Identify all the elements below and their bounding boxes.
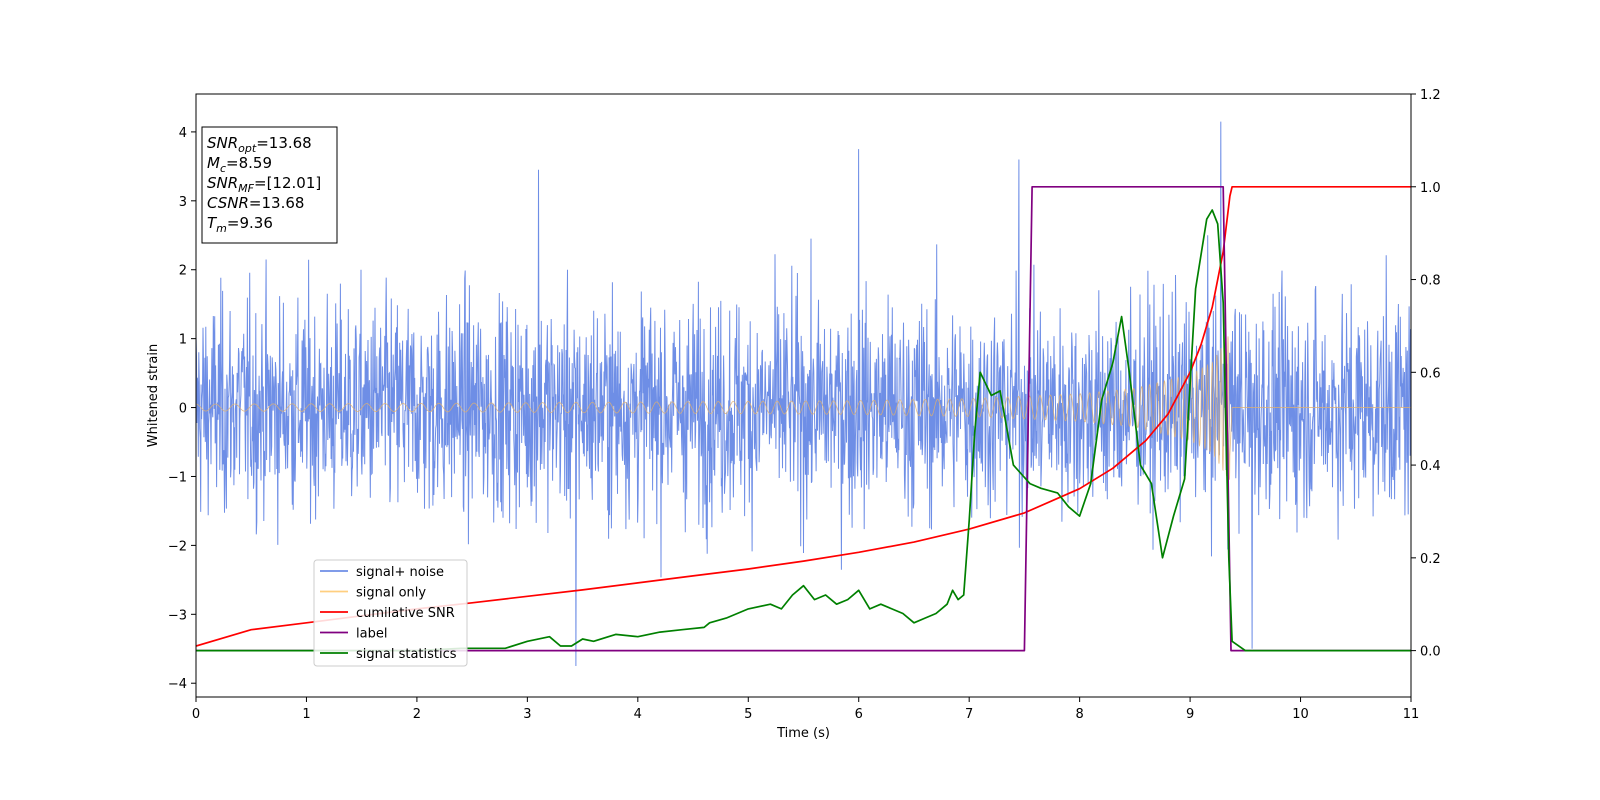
y2-tick-label: 0.0 <box>1420 645 1441 660</box>
info-line: CSNR=13.68 <box>207 194 304 212</box>
y-tick-label: −1 <box>168 470 187 485</box>
x-tick-label: 6 <box>855 707 863 722</box>
legend: signal+ noise signal only cumilative SNR la… <box>313 559 468 667</box>
info-line: SNRMF=[12.01] <box>207 174 321 195</box>
y2-tick-label: 0.8 <box>1420 274 1441 289</box>
x-tick-label: 1 <box>302 707 310 722</box>
x-tick-label: 8 <box>1075 707 1083 722</box>
plot-frame <box>195 93 1412 698</box>
x-tick-label: 3 <box>523 707 531 722</box>
y-tick-label: 3 <box>179 195 187 210</box>
legend-label: cumilative SNR <box>356 606 455 621</box>
y-tick-label: 1 <box>179 333 187 348</box>
y-tick-label: −2 <box>168 539 187 554</box>
legend-label: signal only <box>356 586 426 601</box>
x-axis-label: Time (s) <box>776 726 830 741</box>
x-tick-label: 4 <box>634 707 642 722</box>
y-axis-label: Whitened strain <box>146 344 161 447</box>
legend-label: label <box>356 627 387 642</box>
x-tick-label: 0 <box>192 707 200 722</box>
info-line: Mc=8.59 <box>207 154 272 175</box>
y-tick-label: 2 <box>179 264 187 279</box>
legend-label: signal statistics <box>356 647 457 662</box>
legend-frame <box>313 559 468 667</box>
y-tick-label: 0 <box>179 402 187 417</box>
x-tick-label: 10 <box>1292 707 1309 722</box>
y-tick-label: −3 <box>168 608 187 623</box>
y2-tick-label: 1.0 <box>1420 181 1441 196</box>
y-tick-label: 4 <box>179 126 187 141</box>
y2-tick-label: 0.2 <box>1420 552 1441 567</box>
x-tick-label: 11 <box>1403 707 1420 722</box>
legend-label: signal+ noise <box>356 565 444 580</box>
y2-tick-label: 0.6 <box>1420 366 1441 381</box>
x-tick-label: 5 <box>744 707 752 722</box>
x-tick-label: 9 <box>1186 707 1194 722</box>
info-box: SNRopt=13.68Mc=8.59SNRMF=[12.01]CSNR=13.… <box>201 126 338 244</box>
series-line-signal-only <box>196 336 1411 480</box>
info-box-frame <box>201 126 338 244</box>
info-line: Tm=9.36 <box>207 214 273 235</box>
y2-tick-label: 1.2 <box>1420 88 1441 103</box>
x-tick-label: 2 <box>413 707 421 722</box>
y-tick-label: −4 <box>168 677 187 692</box>
x-tick-label: 7 <box>965 707 973 722</box>
series-line-signal-statistics <box>196 209 1411 652</box>
y2-tick-label: 0.4 <box>1420 459 1441 474</box>
info-line: SNRopt=13.68 <box>207 134 312 155</box>
